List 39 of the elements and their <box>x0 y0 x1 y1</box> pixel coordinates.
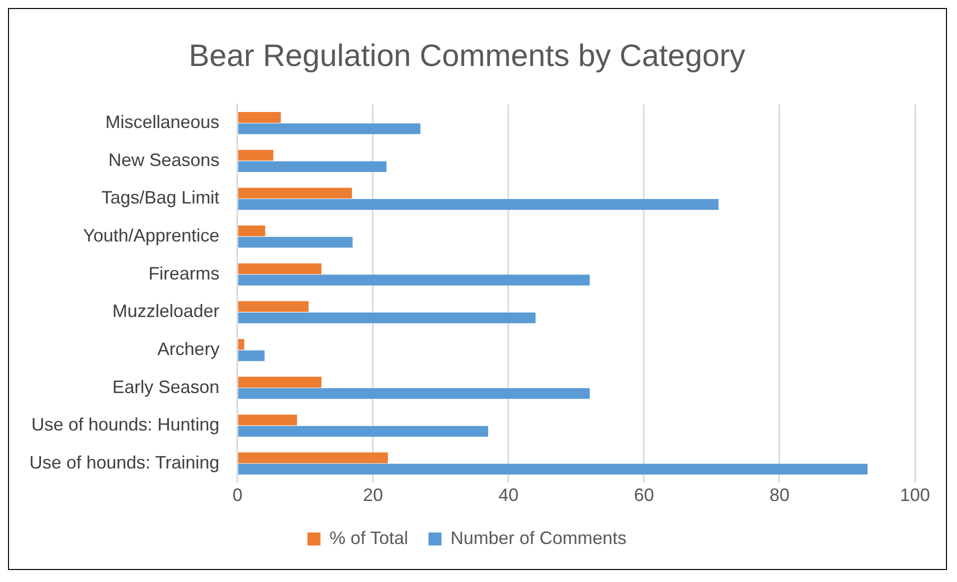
y-tick-label: Archery <box>157 339 220 359</box>
x-tick-label: 80 <box>769 485 790 506</box>
y-tick-label: Firearms <box>148 263 220 284</box>
chart-title: Bear Regulation Comments by Category <box>188 38 746 74</box>
y-tick-label: Tags/Bag Limit <box>101 188 220 208</box>
bar <box>238 150 274 161</box>
bar <box>238 188 352 198</box>
bar <box>238 414 298 426</box>
y-tick-label: Muzzleloader <box>112 301 220 322</box>
y-tick-label: Use of hounds: Hunting <box>31 414 220 435</box>
y-tick-label: New Seasons <box>108 150 220 170</box>
bar <box>238 123 420 134</box>
bar <box>238 464 868 475</box>
x-tick-label: 0 <box>232 485 242 506</box>
x-tick-label: 60 <box>634 485 654 506</box>
y-tick-label: Miscellaneous <box>105 112 220 132</box>
legend-label: Number of Comments <box>450 528 627 548</box>
bar <box>238 301 309 312</box>
bar <box>238 112 281 123</box>
y-tick-label: Early Season <box>112 376 220 397</box>
bar <box>238 452 388 464</box>
y-tick-label: Youth/Apprentice <box>82 226 220 246</box>
legend-label: % of Total <box>329 528 408 548</box>
x-tick-label: 20 <box>362 485 383 506</box>
bar <box>238 388 590 399</box>
y-tick-label: Use of hounds: Training <box>29 452 220 472</box>
bar <box>238 161 387 172</box>
bar <box>238 236 353 248</box>
bar <box>238 338 244 350</box>
bar <box>238 199 719 210</box>
bar <box>238 312 536 324</box>
x-tick-label: 100 <box>900 485 930 506</box>
bar <box>238 350 265 362</box>
bar <box>238 426 488 437</box>
bar <box>238 226 266 236</box>
bar <box>238 376 322 388</box>
bar <box>238 263 322 274</box>
bar <box>238 274 590 286</box>
x-tick-label: 40 <box>498 485 518 506</box>
